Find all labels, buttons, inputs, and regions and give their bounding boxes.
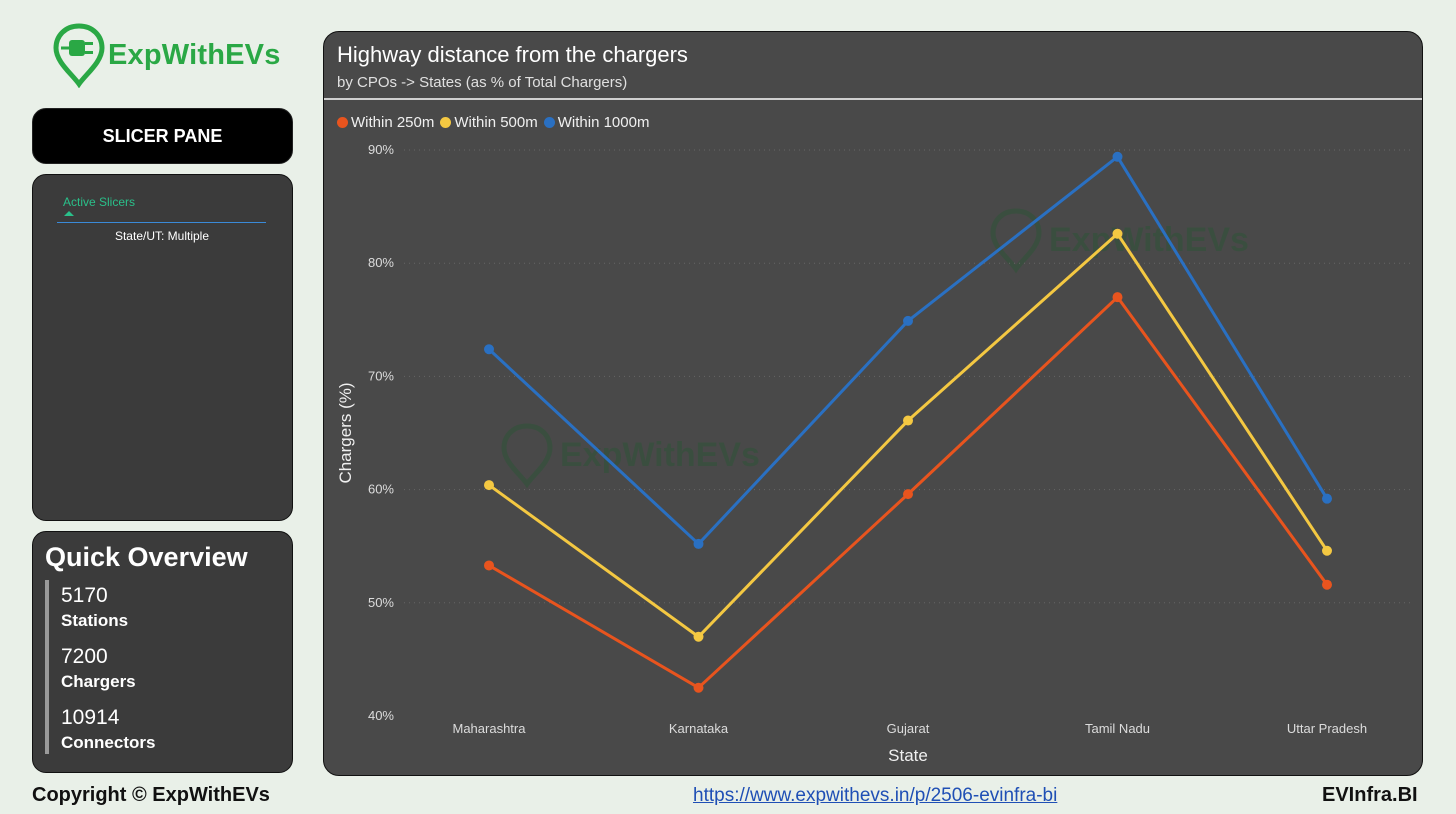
metric-label: Stations: [61, 611, 129, 630]
overview-title: Quick Overview: [45, 542, 248, 572]
x-axis-title: State: [888, 746, 928, 765]
data-point[interactable]: [693, 682, 704, 693]
y-tick-label: 50%: [368, 595, 394, 610]
legend-dot: [440, 117, 452, 128]
x-tick-label: Uttar Pradesh: [1287, 721, 1367, 736]
watermark-text: ExpWithEVs: [1049, 221, 1249, 259]
footer-tag: EVInfra.BI: [1322, 784, 1418, 806]
data-point[interactable]: [903, 315, 913, 326]
footer-link[interactable]: https://www.expwithevs.in/p/2506-evinfra…: [693, 785, 1058, 806]
data-point[interactable]: [693, 631, 704, 642]
chart-title: Highway distance from the chargers: [337, 42, 688, 67]
y-axis-title: Chargers (%): [336, 382, 355, 483]
chart-card[interactable]: ExpWithEVs ExpWithEVs 40% 50% 60% 70% 80% 90% M…: [323, 31, 1423, 776]
metric-chargers: 7200 Chargers: [61, 645, 136, 693]
copyright-text: Copyright © ExpWithEVs: [32, 784, 270, 806]
data-point[interactable]: [484, 480, 494, 491]
data-point[interactable]: [693, 538, 704, 549]
metric-value: 5170: [61, 584, 108, 607]
x-tick-label: Tamil Nadu: [1085, 721, 1150, 736]
brand-name: ExpWithEVs: [108, 38, 281, 71]
watermark-logo: ExpWithEVs: [990, 208, 1249, 274]
data-point[interactable]: [1112, 228, 1123, 239]
data-point[interactable]: [903, 415, 913, 426]
watermark-text: ExpWithEVs: [560, 436, 760, 474]
title-divider: [324, 98, 1422, 100]
y-tick-label: 40%: [368, 708, 394, 723]
legend-label: Within 250m: [351, 114, 435, 131]
legend-item[interactable]: Within 500m: [440, 114, 538, 131]
series-line: [487, 155, 1329, 546]
data-point[interactable]: [484, 344, 494, 355]
x-tick-label: Gujarat: [887, 721, 930, 736]
slicer-pane-label: SLICER PANE: [102, 125, 223, 146]
quick-overview-card: Quick Overview 5170 Stations 7200 Charge…: [32, 531, 293, 773]
x-tick-label: Karnataka: [669, 721, 729, 736]
legend-dot: [337, 117, 348, 128]
slicer-panel: Active Slicers State/UT: Multiple: [32, 174, 293, 521]
metric-connectors: 10914 Connectors: [61, 706, 155, 754]
data-point[interactable]: [1112, 151, 1123, 162]
y-tick-label: 90%: [368, 142, 394, 157]
legend-label: Within 500m: [454, 114, 538, 131]
metric-value: 7200: [61, 645, 108, 668]
data-point[interactable]: [1322, 493, 1332, 504]
slicer-pane-button[interactable]: SLICER PANE: [32, 108, 293, 164]
data-point[interactable]: [1322, 545, 1332, 556]
state-filter-value: State/UT: Multiple: [114, 229, 210, 243]
watermark-logo: ExpWithEVs: [501, 423, 760, 489]
caret-up-icon: [64, 211, 74, 216]
y-tick-label: 80%: [368, 255, 394, 270]
overview-accent-bar: [45, 580, 49, 754]
y-tick-label: 60%: [368, 482, 394, 497]
legend-item[interactable]: Within 1000m: [543, 114, 650, 131]
data-point[interactable]: [1112, 292, 1123, 303]
data-point[interactable]: [903, 489, 913, 500]
watermark-pin-icon: [501, 423, 553, 489]
metric-value: 10914: [61, 706, 120, 729]
legend-label: Within 1000m: [557, 114, 650, 131]
tab-underline: [57, 222, 266, 223]
data-point[interactable]: [484, 560, 494, 571]
y-tick-label: 70%: [368, 368, 394, 383]
data-point[interactable]: [1322, 579, 1332, 590]
ev-plug-pin-icon: [53, 23, 105, 88]
metric-label: Chargers: [61, 672, 136, 691]
brand-logo: ExpWithEVs: [52, 22, 282, 88]
legend-item[interactable]: Within 250m: [337, 114, 434, 131]
watermark-pin-icon: [990, 208, 1042, 274]
legend-dot: [543, 117, 555, 128]
active-slicers-tab[interactable]: Active Slicers: [63, 195, 136, 209]
chart-subtitle: by CPOs -> States (as % of Total Charger…: [337, 74, 628, 91]
line-chart[interactable]: ExpWithEVs ExpWithEVs 40% 50% 60% 70% 80% 90% M…: [324, 32, 1423, 776]
chart-legend: Within 250m Within 500m Within 1000m: [337, 114, 649, 131]
metric-stations: 5170 Stations: [61, 584, 128, 632]
x-tick-label: Maharashtra: [453, 721, 527, 736]
metric-label: Connectors: [61, 733, 156, 752]
